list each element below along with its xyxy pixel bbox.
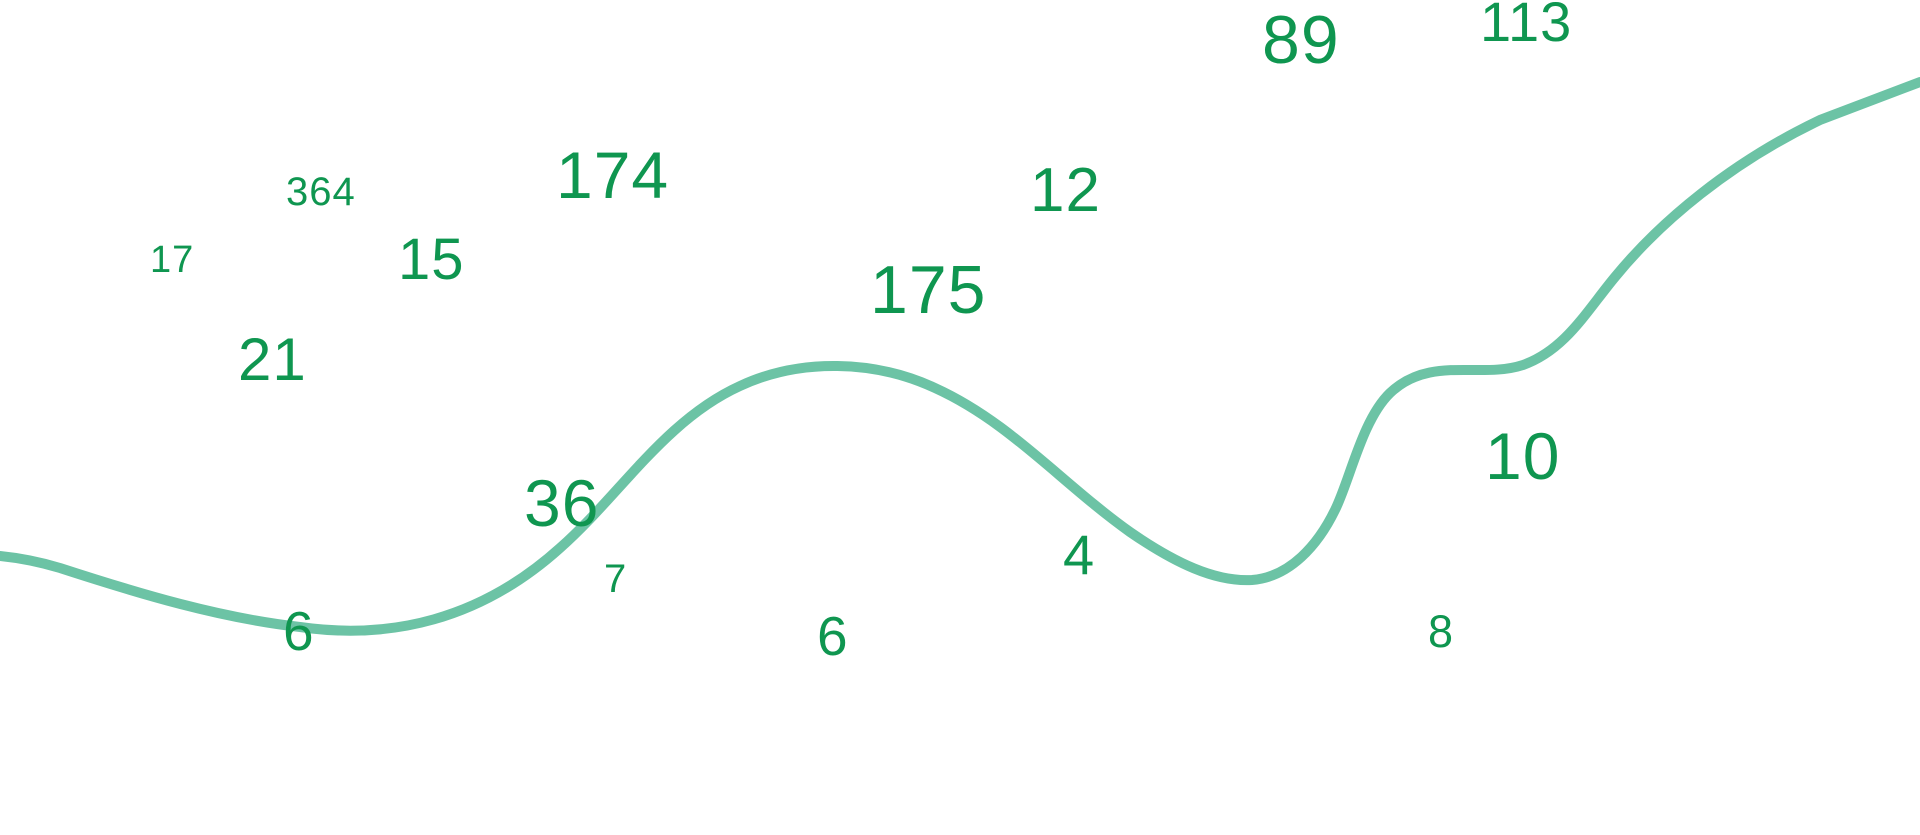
number-15: 15 xyxy=(398,227,465,292)
number-4: 4 xyxy=(1063,523,1096,586)
number-174: 174 xyxy=(556,138,670,212)
number-6: 6 xyxy=(817,605,849,667)
number-12: 12 xyxy=(1030,156,1101,225)
number-10: 10 xyxy=(1485,419,1561,493)
number-89: 89 xyxy=(1262,2,1340,78)
wavy-line-path xyxy=(0,77,1920,636)
number-364: 364 xyxy=(286,170,356,214)
number-21: 21 xyxy=(238,326,307,393)
number-6: 6 xyxy=(283,600,315,662)
number-113: 113 xyxy=(1480,0,1573,53)
number-36: 36 xyxy=(524,466,600,540)
number-175: 175 xyxy=(870,252,987,328)
number-17: 17 xyxy=(150,239,195,281)
number-8: 8 xyxy=(1428,606,1455,657)
number-7: 7 xyxy=(604,557,628,601)
